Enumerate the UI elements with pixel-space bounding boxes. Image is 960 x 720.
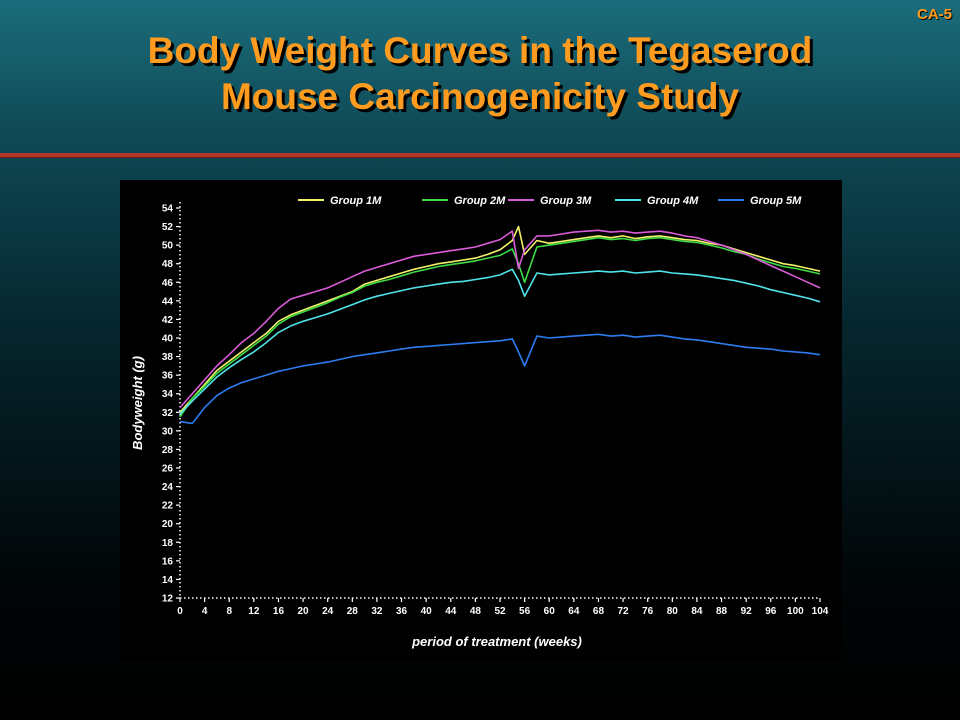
x-axis: 0 4 8 12 16 20 24 28 32 36 40 44 48 52 56 60 64 68 72 76 80 8… [177, 597, 829, 617]
y-tick-label: 50 [162, 241, 174, 252]
legend-label-4: Group 4M [647, 195, 699, 207]
y-tick-label: 16 [162, 556, 174, 567]
y-tick-label: 48 [162, 259, 174, 270]
x-tick-label: 24 [322, 606, 334, 617]
y-tick-label: 24 [162, 482, 174, 493]
series-line-5 [179, 333, 821, 425]
x-tick-label: 56 [519, 606, 531, 617]
series-line-3 [179, 229, 821, 409]
x-tick-label: 48 [470, 606, 482, 617]
x-tick-label: 20 [298, 606, 310, 617]
x-tick-label: 64 [568, 606, 580, 617]
x-tick-label: 40 [421, 606, 433, 617]
legend-label-2: Group 2M [454, 195, 506, 207]
x-axis-label: period of treatment (weeks) [411, 634, 582, 649]
slide-title-line-2: Mouse Carcinogenicity Study [220, 76, 740, 117]
y-tick-label: 18 [162, 538, 174, 549]
slide-id: CA-5 [916, 6, 952, 23]
x-tick-label: 28 [347, 606, 359, 617]
x-tick-label: 100 [787, 606, 804, 617]
y-tick-label: 46 [162, 278, 174, 289]
y-tick-label: 52 [162, 222, 174, 233]
bodyweight-line-chart: 1214161820222426283032343638404244464850… [130, 195, 829, 649]
y-tick-label: 34 [162, 389, 174, 400]
y-tick-label: 42 [162, 315, 174, 326]
x-tick-label: 52 [494, 606, 506, 617]
x-tick-label: 0 [177, 606, 183, 617]
slide-title-line-1: Body Weight Curves in the Tegaserod [147, 30, 813, 71]
y-tick-label: 40 [162, 334, 174, 345]
x-tick-label: 16 [273, 606, 285, 617]
legend-label-3: Group 3M [540, 195, 592, 207]
x-tick-label: 92 [741, 606, 753, 617]
x-tick-label: 8 [226, 606, 232, 617]
y-tick-label: 22 [162, 501, 174, 512]
y-tick-label: 38 [162, 352, 174, 363]
legend: Group 1M Group 2M Group 3M Group 4M Group 5M [298, 195, 802, 207]
y-tick-label: 28 [162, 445, 174, 456]
y-tick-label: 12 [162, 594, 174, 605]
legend-label-5: Group 5M [750, 195, 802, 207]
x-tick-label: 72 [618, 606, 630, 617]
y-tick-label: 36 [162, 371, 174, 382]
y-tick-label: 44 [162, 296, 174, 307]
y-tick-label: 54 [162, 204, 174, 215]
series-line-4 [179, 268, 821, 415]
y-tick-label: 14 [162, 575, 174, 586]
x-tick-label: 36 [396, 606, 408, 617]
y-tick-label: 30 [162, 426, 174, 437]
y-tick-label: 20 [162, 519, 174, 530]
x-tick-label: 80 [667, 606, 679, 617]
series-line-2 [179, 236, 821, 418]
x-tick-label: 88 [716, 606, 728, 617]
x-tick-label: 104 [812, 606, 829, 617]
chart-panel: 12 14 16 18 20 22 24 26 28 30 32 34 36 38 40 42 44 46 48 50… [120, 180, 842, 660]
x-tick-label: 44 [445, 606, 457, 617]
x-tick-label: 96 [765, 606, 777, 617]
title-divider [0, 153, 960, 158]
x-tick-label: 32 [371, 606, 383, 617]
y-tick-label: 32 [162, 408, 174, 419]
y-axis: 12 14 16 18 20 22 24 26 28 30 32 34 36 38 40 42 44 46 48 50… [162, 202, 181, 605]
x-tick-label: 60 [544, 606, 556, 617]
series-lines [179, 225, 821, 425]
x-tick-label: 76 [642, 606, 654, 617]
x-tick-label: 4 [202, 606, 208, 617]
x-tick-label: 12 [248, 606, 260, 617]
series-line-1 [179, 225, 821, 413]
y-tick-label: 26 [162, 464, 174, 475]
y-axis-label: Bodyweight (g) [130, 356, 145, 450]
x-tick-label: 68 [593, 606, 605, 617]
x-tick-label: 84 [691, 606, 703, 617]
slide-title: Body Weight Curves in the Tegaserod Mous… [0, 28, 960, 120]
legend-label-1: Group 1M [330, 195, 382, 207]
